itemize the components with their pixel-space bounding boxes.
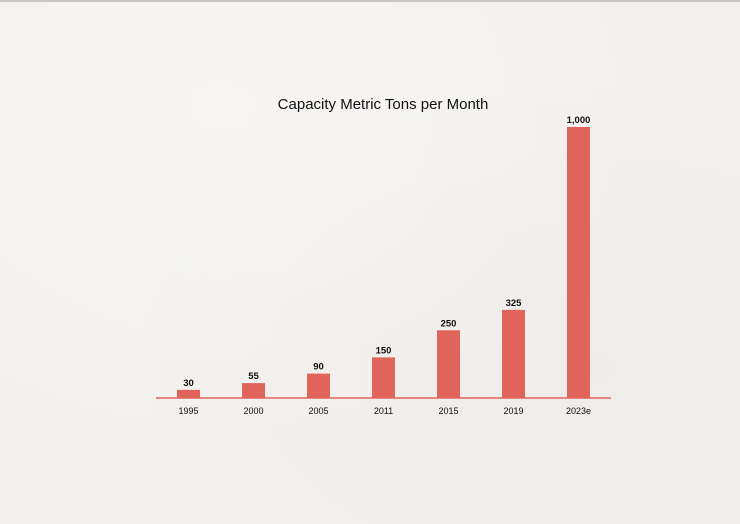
bar-value-label: 1,000	[567, 115, 591, 126]
x-axis-tick-labels: 1995 2000 2005 2011 2015 2019 2023e	[178, 406, 591, 416]
x-tick-label: 1995	[178, 406, 198, 416]
top-border-line	[0, 0, 740, 2]
bar-2011	[372, 357, 395, 399]
x-tick-label: 2011	[374, 406, 393, 416]
bar-2023e	[567, 127, 590, 398]
bars-group	[177, 127, 590, 399]
bar-value-label: 90	[313, 362, 324, 373]
bar-1995	[177, 389, 200, 398]
x-tick-label: 2023e	[566, 406, 591, 416]
bar-value-label: 250	[441, 318, 457, 329]
bar-2019	[502, 309, 525, 398]
chart-title: Capacity Metric Tons per Month	[278, 96, 489, 113]
bar-value-label: 55	[248, 371, 259, 382]
bar-2000	[242, 383, 265, 398]
bar-2015	[437, 330, 460, 399]
bar-value-label: 150	[376, 345, 392, 356]
bar-value-labels: 30 55 90 150 250 325 1,000	[183, 115, 590, 389]
x-tick-label: 2019	[503, 406, 523, 416]
x-tick-label: 2015	[438, 406, 458, 416]
x-tick-label: 2005	[308, 406, 328, 416]
bar-value-label: 325	[506, 298, 523, 309]
x-tick-label: 2000	[243, 406, 263, 416]
bar-2005	[307, 373, 330, 398]
bar-value-label: 30	[183, 378, 194, 389]
